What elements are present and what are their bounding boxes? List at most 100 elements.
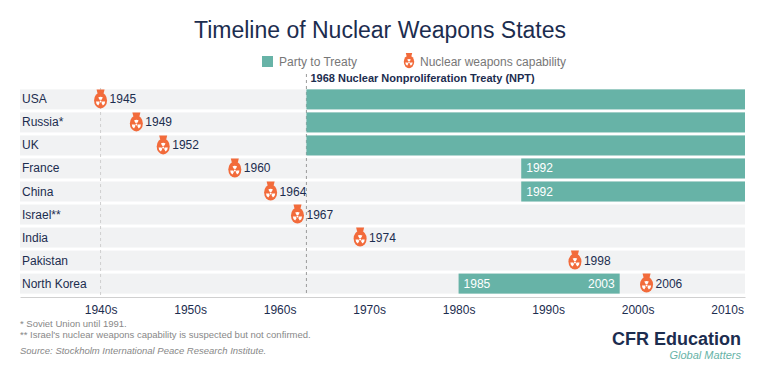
legend-label: Nuclear weapons capability xyxy=(420,55,566,69)
data-label: 1952 xyxy=(172,138,199,152)
bomb-symbol xyxy=(574,262,576,264)
category-label: Israel** xyxy=(22,208,61,222)
title: Timeline of Nuclear Weapons States xyxy=(194,17,566,43)
tick: 1940s xyxy=(85,297,118,317)
data-label: 1998 xyxy=(584,254,611,268)
capability-marker xyxy=(291,205,304,224)
bomb-body xyxy=(640,277,653,293)
labels: USARussia*UKFranceChinaIsrael**IndiaPaki… xyxy=(22,92,683,290)
tick: 2010s xyxy=(711,297,744,317)
bomb-symbol xyxy=(268,189,273,192)
bomb-symbol xyxy=(270,193,272,195)
bomb-symbol xyxy=(407,59,411,62)
tick-label: 2000s xyxy=(622,303,655,317)
tick-label: 2010s xyxy=(711,303,744,317)
tick-label: 1990s xyxy=(532,303,565,317)
tick: 1970s xyxy=(353,297,386,317)
bomb-symbol xyxy=(410,63,413,66)
bomb-symbol xyxy=(162,146,164,148)
tick-label: 1980s xyxy=(443,303,476,317)
bomb-symbol xyxy=(134,120,139,123)
tick: 1990s xyxy=(532,297,565,317)
brand-name: CFR Education xyxy=(612,329,741,349)
tick-label: 1950s xyxy=(174,303,207,317)
data-label: 1964 xyxy=(280,185,307,199)
bomb-symbol xyxy=(573,258,578,261)
bomb-symbol xyxy=(234,169,236,171)
data-label: 1974 xyxy=(369,231,396,245)
x-axis: 1940s 1950s 1960s 1970s 1980s 1990s 2000s 2010s xyxy=(21,297,746,317)
data-label: 1960 xyxy=(244,161,271,175)
bomb-symbol xyxy=(296,216,298,218)
data-label: 2006 xyxy=(656,277,683,291)
data-label: 1985 xyxy=(464,277,491,291)
bomb-symbol xyxy=(356,240,360,244)
annotation: 1968 Nuclear Nonproliferation Treaty (NP… xyxy=(310,72,535,84)
category-label: India xyxy=(22,231,48,245)
bomb-symbol xyxy=(135,123,137,125)
bomb-body xyxy=(354,231,367,247)
bomb-body xyxy=(157,138,170,154)
category-label: North Korea xyxy=(22,277,87,291)
bomb-symbol xyxy=(100,100,102,102)
capability-marker xyxy=(157,135,170,154)
bomb-symbol xyxy=(266,194,270,198)
bomb-symbol xyxy=(405,63,408,66)
category-label: France xyxy=(22,161,60,175)
data-label: 2003 xyxy=(588,277,615,291)
tick-label: 1970s xyxy=(353,303,386,317)
bomb-body xyxy=(228,161,241,177)
bomb-symbol xyxy=(230,170,234,174)
axis-line xyxy=(21,297,746,298)
capability-marker xyxy=(640,274,653,293)
bomb-symbol xyxy=(98,97,103,100)
data-label: 1945 xyxy=(110,92,137,106)
bomb-symbol xyxy=(137,124,141,128)
brand-tagline: Global Matters xyxy=(669,349,741,361)
legend-marker xyxy=(404,53,414,68)
bomb-symbol xyxy=(271,194,275,198)
treaty-bar xyxy=(521,158,745,178)
legend-label: Party to Treaty xyxy=(279,55,357,69)
capability-marker xyxy=(264,182,277,201)
category-label: USA xyxy=(22,92,47,106)
row-band xyxy=(20,205,745,225)
tick: 1960s xyxy=(264,297,297,317)
bomb-symbol xyxy=(642,286,646,290)
bomb-symbol xyxy=(293,217,297,221)
row-band xyxy=(20,158,745,178)
tick: 1950s xyxy=(174,297,207,317)
row-band xyxy=(20,228,745,248)
treaty-bar xyxy=(306,112,745,132)
bomb-symbol xyxy=(646,285,648,287)
data-label: 1992 xyxy=(526,185,553,199)
bomb-symbol xyxy=(96,101,100,105)
bomb-symbol xyxy=(359,239,361,241)
bomb-symbol xyxy=(164,147,168,151)
capability-marker xyxy=(228,158,241,177)
tick: 2000s xyxy=(622,297,655,317)
bomb-body xyxy=(404,55,414,68)
footnote: * Soviet Union until 1991. xyxy=(20,318,127,329)
marks xyxy=(94,89,745,293)
capability-marker xyxy=(94,89,107,108)
category-label: Russia* xyxy=(22,115,64,129)
data-label: 1967 xyxy=(306,208,333,222)
bomb-symbol xyxy=(236,170,240,174)
row-band xyxy=(20,89,745,109)
source: Source: Stockholm International Peace Re… xyxy=(20,345,266,356)
tick-label: 1940s xyxy=(85,303,118,317)
tick: 1980s xyxy=(443,297,476,317)
bomb-symbol xyxy=(576,263,580,267)
capability-marker xyxy=(354,228,367,247)
row-band xyxy=(20,135,745,155)
capability-marker xyxy=(130,112,143,131)
treaty-bar xyxy=(521,181,745,201)
bomb-symbol xyxy=(408,62,410,64)
tick-label: 1960s xyxy=(264,303,297,317)
data-label: 1992 xyxy=(526,161,553,175)
bomb-body xyxy=(94,92,107,108)
bomb-symbol xyxy=(101,101,105,105)
treaty-bar xyxy=(306,89,745,109)
bomb-symbol xyxy=(233,166,238,169)
